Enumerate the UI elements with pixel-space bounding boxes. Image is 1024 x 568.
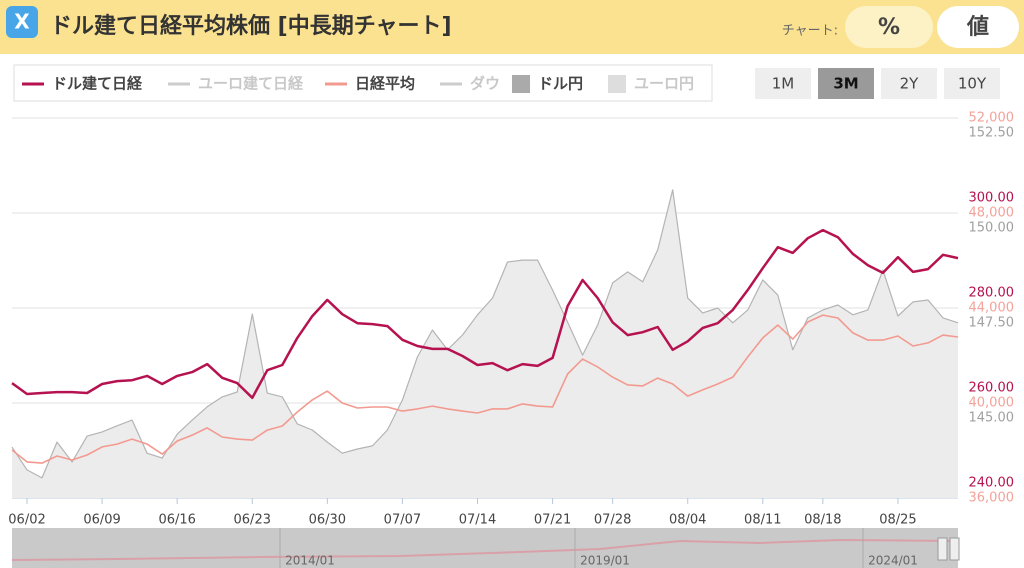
y-tick-label: 280.00 <box>969 286 1015 301</box>
x-tick-label: 07/07 <box>384 513 421 528</box>
x-tick-label: 08/11 <box>744 513 781 528</box>
legend-label[interactable]: ドル建て日経 <box>52 75 143 93</box>
legend-swatch <box>608 75 626 93</box>
y-tick-label: 40,000 <box>969 396 1015 411</box>
x-tick-label: 08/25 <box>879 513 916 528</box>
series-line <box>11 228 959 400</box>
range-button[interactable] <box>818 68 874 99</box>
series-line <box>11 314 959 464</box>
navigator-handle[interactable] <box>949 537 960 561</box>
legend-label[interactable]: ユーロ円 <box>634 75 694 93</box>
x-tick-label: 07/14 <box>459 513 496 528</box>
x-tick-label: 07/21 <box>534 513 571 528</box>
navigator-handle[interactable] <box>937 537 948 561</box>
y-tick-label: 260.00 <box>969 381 1015 396</box>
y-tick-label: 300.00 <box>969 191 1015 206</box>
series-line <box>11 189 959 479</box>
navigator-label: 2014/01 <box>285 554 335 568</box>
legend-box <box>13 64 713 102</box>
navigator-bg <box>12 528 958 568</box>
navigator: 2014/01 2019/01 2024/01 <box>11 528 960 568</box>
legend-swatch <box>512 75 530 93</box>
legend-label[interactable]: ドル円 <box>538 75 583 93</box>
navigator-line <box>11 538 959 561</box>
x-tick-label: 06/30 <box>309 513 346 528</box>
x-tick-label: 06/16 <box>158 513 195 528</box>
chart-mode-label: チャート: <box>782 24 838 39</box>
y-tick-label: 36,000 <box>969 491 1015 506</box>
range-button[interactable] <box>755 68 811 99</box>
legend-label[interactable]: 日経平均 <box>355 75 415 93</box>
range-button-label: 10Y <box>958 75 987 93</box>
y-tick-label: 145.00 <box>969 411 1015 426</box>
legend-label[interactable]: ユーロ建て日経 <box>198 75 304 93</box>
range-button-label: 3M <box>833 75 858 93</box>
page-title: ドル建て日経平均株価 [中長期チャート] <box>50 13 452 39</box>
range-button[interactable] <box>944 68 1000 99</box>
percent-button[interactable] <box>845 6 933 48</box>
x-tick-label: 06/09 <box>83 513 120 528</box>
y-tick-label: 48,000 <box>969 206 1015 221</box>
navigator-label: 2019/01 <box>580 554 630 568</box>
x-tick-label: 06/02 <box>8 513 45 528</box>
value-button-label: 値 <box>966 15 989 40</box>
percent-button-label: % <box>878 15 900 40</box>
range-button[interactable] <box>881 68 937 99</box>
y-tick-label: 150.00 <box>969 221 1015 236</box>
y-tick-label: 52,000 <box>969 111 1015 126</box>
legend-label[interactable]: ダウ <box>470 75 500 93</box>
navigator-label: 2024/01 <box>868 554 918 568</box>
area <box>12 189 958 499</box>
x-tick-label: 07/28 <box>594 513 631 528</box>
range-button-label: 1M <box>772 75 795 93</box>
y-tick-label: 240.00 <box>969 476 1015 491</box>
y-tick-label: 147.50 <box>969 316 1015 331</box>
value-button[interactable] <box>937 6 1019 48</box>
y-tick-label: 152.50 <box>969 126 1015 141</box>
x-icon[interactable] <box>6 6 38 38</box>
x-tick-label: 08/18 <box>804 513 841 528</box>
range-button-label: 2Y <box>900 75 920 93</box>
y-tick-label: 44,000 <box>969 301 1015 316</box>
x-tick-label: 06/23 <box>234 513 271 528</box>
x-icon-glyph: X <box>14 10 30 34</box>
x-tick-label: 08/04 <box>669 513 706 528</box>
